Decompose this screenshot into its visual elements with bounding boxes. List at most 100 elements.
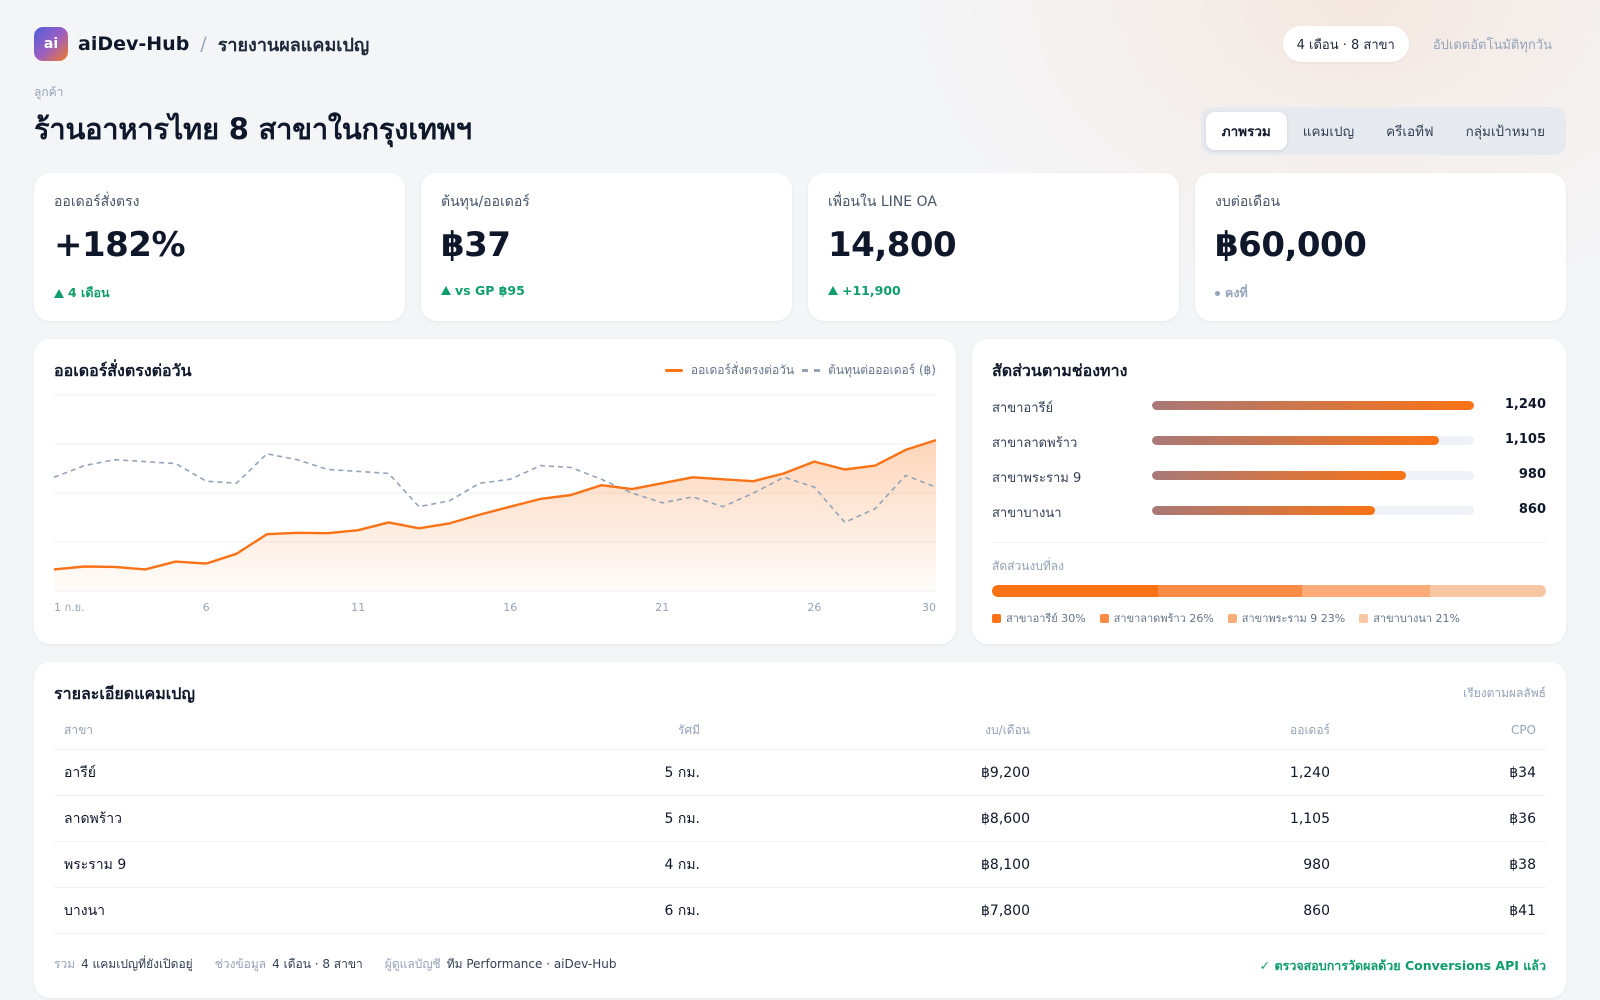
legend-swatch-icon — [1099, 613, 1109, 623]
table-row[interactable]: ลาดพร้าว 5 กม. ฿8,600 1,105 ฿36 — [54, 796, 1546, 842]
x-tick-label: 26 — [807, 601, 821, 614]
client-label: ลูกค้า — [34, 85, 64, 99]
cell-budget: ฿8,600 — [981, 811, 1030, 827]
direct-orders-line — [53, 438, 937, 571]
campaign-table: สาขา รัศมี งบ/เดือน ออเดอร์ CPO อารีย์ 5… — [54, 710, 1546, 934]
breadcrumb-separator: / — [200, 33, 207, 55]
column-header-budget[interactable]: งบ/เดือน — [985, 722, 1030, 737]
trend-up-icon — [54, 288, 64, 298]
legend-swatch-icon — [1227, 613, 1237, 623]
cell-budget: ฿8,100 — [981, 857, 1030, 873]
tab-creatives[interactable]: ครีเอทีฟ — [1386, 124, 1434, 140]
daily-orders-chart: 1 ก.ย. 6 11 16 21 26 30 — [53, 394, 937, 614]
conversions-api-verified-badge: ✓ ตรวจสอบการวัดผลด้วย Conversions API แล… — [1259, 958, 1546, 973]
auto-update-status: อัปเดตอัตโนมัติทุกวัน — [1432, 37, 1552, 53]
column-header-radius[interactable]: รัศมี — [678, 722, 700, 737]
table-row[interactable]: พระราม 9 4 กม. ฿8,100 980 ฿38 — [54, 842, 1546, 888]
branch-label: สาขาบางนา — [992, 506, 1062, 521]
brand-logo[interactable]: ai — [34, 27, 68, 61]
footer-total-value: 4 แคมเปญที่ยังเปิดอยู่ — [81, 956, 193, 971]
cell-cpo: ฿38 — [1509, 857, 1536, 873]
cell-branch: บางนา — [64, 903, 106, 919]
branch-value: 1,105 — [1504, 432, 1546, 447]
kpi-delta: vs GP ฿95 — [441, 283, 525, 298]
cell-branch: ลาดพร้าว — [64, 811, 123, 827]
footer-range-value: 4 เดือน · 8 สาขา — [272, 956, 363, 971]
view-tabs: ภาพรวม แคมเปญ ครีเอทีฟ กลุ่มเป้าหมาย — [1200, 107, 1566, 155]
table-row[interactable]: บางนา 6 กม. ฿7,800 860 ฿41 — [54, 888, 1546, 934]
cost-per-order-line — [53, 452, 937, 524]
x-tick-label: 11 — [351, 601, 365, 614]
legend-item-orders[interactable]: ออเดอร์สั่งตรงต่อวัน — [664, 361, 795, 380]
budget-share-segment — [1302, 585, 1430, 597]
tab-overview[interactable]: ภาพรวม — [1205, 112, 1287, 150]
branch-value: 1,240 — [1504, 397, 1546, 412]
x-tick-label: 1 ก.ย. — [54, 601, 85, 614]
kpi-delta-text: คงที่ — [1225, 285, 1248, 300]
kpi-delta-text: +11,900 — [842, 283, 901, 298]
branch-bar — [1152, 506, 1376, 515]
budget-legend-item: สาขาลาดพร้าว 26% — [1099, 609, 1214, 627]
cell-branch: อารีย์ — [64, 765, 96, 781]
solid-line-icon — [664, 369, 683, 372]
channel-share-card: สัดส่วนตามช่องทาง สาขาอารีย์ 1,240 สาขาล… — [972, 339, 1566, 644]
budget-legend-item: สาขาบางนา 21% — [1359, 609, 1460, 627]
chart-title: ออเดอร์สั่งตรงต่อวัน — [54, 361, 192, 380]
trend-up-icon — [441, 286, 451, 295]
budget-legend-label: สาขาอารีย์ 30% — [1006, 612, 1086, 625]
budget-share-segment — [1158, 585, 1303, 597]
x-tick-label: 6 — [203, 601, 210, 614]
branch-bar — [1152, 436, 1439, 445]
bar-track — [1152, 401, 1474, 410]
kpi-value: +182% — [54, 225, 186, 265]
branch-bar-row: สาขาลาดพร้าว 1,105 — [992, 430, 1546, 451]
legend-item-cost[interactable]: ต้นทุนต่อออเดอร์ (฿) — [802, 361, 936, 380]
column-header-cpo[interactable]: CPO — [1510, 723, 1536, 737]
tab-audiences[interactable]: กลุ่มเป้าหมาย — [1465, 124, 1545, 140]
legend-swatch-icon — [1359, 613, 1369, 623]
cell-budget: ฿9,200 — [981, 765, 1030, 781]
legend-swatch-icon — [992, 613, 1001, 623]
footer-total-label: รวม — [54, 956, 76, 971]
kpi-card-direct-orders: ออเดอร์สั่งตรง +182% 4 เดือน — [34, 173, 405, 321]
branch-bar — [1152, 471, 1407, 480]
kpi-delta-text: vs GP ฿95 — [455, 283, 525, 298]
period-filter-button[interactable]: 4 เดือน · 8 สาขา — [1282, 26, 1409, 62]
branch-value: 860 — [1518, 502, 1546, 517]
brand-name[interactable]: aiDev-Hub — [78, 33, 190, 55]
bar-track — [1152, 506, 1474, 515]
kpi-value: ฿37 — [441, 225, 511, 265]
bar-track — [1152, 471, 1474, 480]
legend-label: ออเดอร์สั่งตรงต่อวัน — [690, 363, 795, 377]
column-header-branch[interactable]: สาขา — [64, 722, 94, 737]
trend-up-icon — [828, 286, 838, 295]
cell-radius: 4 กม. — [664, 857, 700, 873]
branch-label: สาขาพระราม 9 — [992, 471, 1082, 486]
branch-bar-row: สาขาพระราม 9 980 — [992, 465, 1546, 486]
kpi-delta: +11,900 — [828, 283, 901, 298]
cell-orders: 860 — [1303, 903, 1330, 919]
tab-campaigns[interactable]: แคมเปญ — [1302, 124, 1355, 140]
report-page: ai aiDev-Hub / รายงานผลแคมเปญ 4 เดือน · … — [34, 0, 1566, 1000]
kpi-label: เพื่อนใน LINE OA — [828, 194, 937, 210]
budget-share-segment — [1429, 585, 1546, 597]
kpi-delta-text: 4 เดือน — [68, 285, 110, 300]
bar-track — [1152, 436, 1474, 445]
kpi-card-line-friends: เพื่อนใน LINE OA 14,800 +11,900 — [808, 173, 1179, 321]
cell-orders: 1,105 — [1289, 811, 1330, 827]
neutral-dot-icon — [1215, 290, 1220, 296]
kpi-label: ต้นทุน/ออเดอร์ — [441, 194, 530, 210]
budget-share-segment — [992, 585, 1159, 597]
share-title: สัดส่วนตามช่องทาง — [992, 361, 1128, 380]
column-header-orders[interactable]: ออเดอร์ — [1290, 722, 1330, 737]
kpi-delta: คงที่ — [1215, 283, 1248, 303]
sort-button[interactable]: เรียงตามผลลัพธ์ — [1463, 686, 1546, 700]
legend-label: ต้นทุนต่อออเดอร์ (฿) — [828, 363, 936, 377]
kpi-delta: 4 เดือน — [54, 283, 110, 303]
branch-bar-row: สาขาบางนา 860 — [992, 500, 1546, 521]
branch-bar — [1152, 401, 1474, 410]
footer-owner-value: ทีม Performance · aiDev-Hub — [446, 956, 617, 971]
table-row[interactable]: อารีย์ 5 กม. ฿9,200 1,240 ฿34 — [54, 750, 1546, 796]
kpi-row: ออเดอร์สั่งตรง +182% 4 เดือน ต้นทุน/ออเด… — [34, 173, 1566, 321]
table-title: รายละเอียดแคมเปญ — [54, 684, 196, 703]
